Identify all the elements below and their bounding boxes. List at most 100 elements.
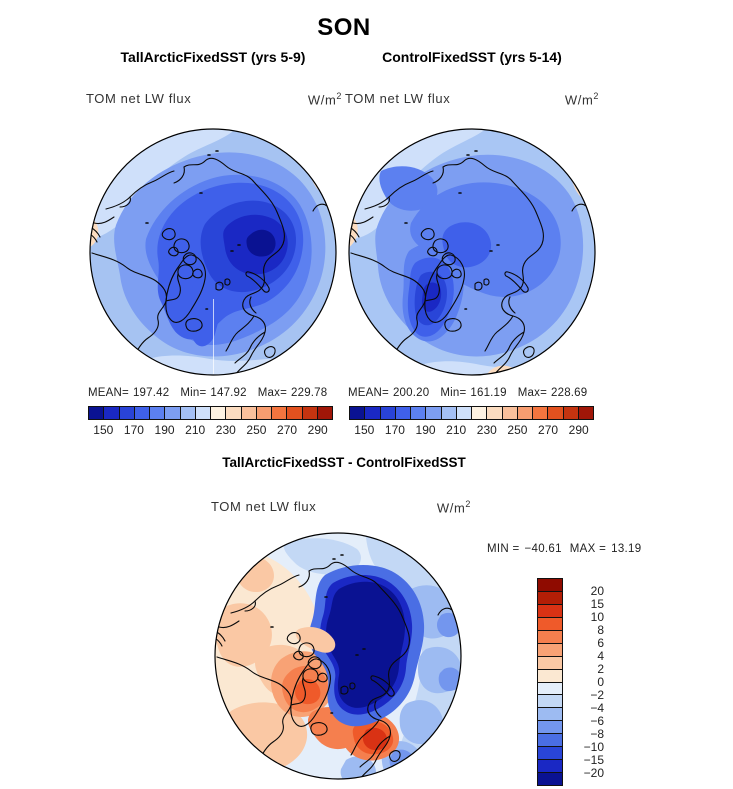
colorbar-segment xyxy=(241,407,257,419)
colorbar-segment xyxy=(395,407,411,419)
colorbar-segment xyxy=(538,579,562,592)
colorbar-tick-label: 170 xyxy=(123,423,144,437)
stats-difference: MIN = −40.61 MAX = 13.19 xyxy=(487,543,641,555)
min-value: 161.19 xyxy=(470,387,507,399)
colorbar-difference: 20 15 10 8 6 4 2 0 −2 −4 −6 −8 −10 −15 −20 xyxy=(537,578,604,786)
colorbar-tick-label: 8 xyxy=(597,623,604,637)
colorbar-segment xyxy=(472,407,488,419)
colorbar-segment xyxy=(538,734,562,748)
max-label: Max= xyxy=(517,387,547,399)
colorbar-segment xyxy=(441,407,457,419)
max-value: 228.69 xyxy=(551,387,588,399)
colorbar-tick-label: 230 xyxy=(476,423,497,437)
field-label: TOM net LW flux xyxy=(345,91,451,106)
mean-value: 197.42 xyxy=(132,387,170,399)
colorbar-tick-labels: 150 170 190 210 230 250 270 290 xyxy=(349,420,594,437)
colorbar-segment xyxy=(134,407,150,419)
field-row-control: TOM net LW flux W/m2 xyxy=(345,91,599,107)
colorbar-segment xyxy=(287,407,303,419)
stats-tallarctic: MEAN= 197.42 Min= 147.92 Max= 229.78 xyxy=(88,387,327,399)
min-value: 147.92 xyxy=(210,387,247,399)
mean-label: MEAN= xyxy=(88,387,129,399)
colorbar-segment xyxy=(317,407,332,419)
colorbar-tick-label: 190 xyxy=(415,423,436,437)
field-label: TOM net LW flux xyxy=(86,91,192,106)
min-label: MIN = xyxy=(487,543,520,555)
panel-title-difference: TallArcticFixedSST - ControlFixedSST xyxy=(222,455,466,470)
colorbar-segment xyxy=(256,407,272,419)
units-label: W/m2 xyxy=(564,91,599,108)
contour-shading-difference xyxy=(215,533,461,779)
colorbar-segment xyxy=(150,407,166,419)
min-label: Min= xyxy=(440,387,467,399)
panel-title-control: ControlFixedSST (yrs 5-14) xyxy=(382,49,562,65)
colorbar-segment xyxy=(538,682,562,696)
colorbar-tick-label: 15 xyxy=(590,597,604,611)
colorbar-tick-label: 150 xyxy=(354,423,375,437)
colorbar-segment xyxy=(272,407,288,419)
colorbar-tick-label: −20 xyxy=(583,766,604,780)
units-label: W/m2 xyxy=(307,91,342,108)
colorbar-tick-label: 150 xyxy=(93,423,114,437)
colorbar-segment xyxy=(211,407,227,419)
field-label: TOM net LW flux xyxy=(211,499,317,514)
colorbar-tick-label: 250 xyxy=(246,423,267,437)
panel-title-tallarctic: TallArcticFixedSST (yrs 5-9) xyxy=(120,49,306,65)
colorbar-segment xyxy=(538,773,562,785)
colorbar-tick-label: −4 xyxy=(590,701,604,715)
colorbar-tick-label: 270 xyxy=(538,423,559,437)
colorbar-segment xyxy=(538,630,562,644)
contour-shading-control xyxy=(349,129,595,375)
map-difference xyxy=(214,532,462,780)
colorbar-segment xyxy=(538,643,562,657)
colorbar-tick-label: −6 xyxy=(590,714,604,728)
map-circle-outline xyxy=(214,532,462,780)
colorbar-segments xyxy=(88,406,333,420)
colorbar-tick-label: 10 xyxy=(590,610,604,624)
colorbar-segment xyxy=(563,407,579,419)
colorbar-segment xyxy=(538,721,562,735)
colorbar-tick-label: 0 xyxy=(597,675,604,689)
colorbar-segment xyxy=(456,407,472,419)
colorbar-segment xyxy=(380,407,396,419)
colorbar-segment xyxy=(538,747,562,761)
max-label: Max= xyxy=(257,387,287,399)
stats-control: MEAN= 200.20 Min= 161.19 Max= 228.69 xyxy=(348,387,587,399)
colorbar-segment xyxy=(302,407,318,419)
colorbar-segment xyxy=(226,407,242,419)
colorbar-segment xyxy=(165,407,181,419)
colorbar-segment xyxy=(538,604,562,618)
min-value: −40.61 xyxy=(524,543,562,555)
colorbar-segment xyxy=(487,407,503,419)
colorbar-tick-label: 210 xyxy=(446,423,467,437)
colorbar-segment xyxy=(578,407,593,419)
colorbar-control: 150 170 190 210 230 250 270 290 xyxy=(349,406,594,437)
colorbar-tick-label: 190 xyxy=(154,423,175,437)
colorbar-segment xyxy=(538,656,562,670)
colorbar-segment xyxy=(119,407,135,419)
map-circle-outline xyxy=(348,128,596,376)
colorbar-tick-label: 2 xyxy=(597,662,604,676)
map-control xyxy=(348,128,596,376)
colorbar-segment xyxy=(548,407,564,419)
colorbar-segment xyxy=(195,407,211,419)
map-circle-outline xyxy=(89,128,337,376)
colorbar-tick-label: 210 xyxy=(185,423,206,437)
colorbar-tick-label: −10 xyxy=(583,740,604,754)
colorbar-segment xyxy=(538,708,562,722)
colorbar-segment xyxy=(350,407,366,419)
colorbar-tick-label: −8 xyxy=(590,727,604,741)
colorbar-tick-label: −2 xyxy=(590,688,604,702)
colorbar-tick-label: −15 xyxy=(583,753,604,767)
colorbar-tick-label: 20 xyxy=(590,584,604,598)
max-label: MAX = xyxy=(569,543,607,555)
colorbar-tick-label: 290 xyxy=(568,423,589,437)
colorbar-tick-label: 6 xyxy=(597,636,604,650)
units-label: W/m2 xyxy=(436,499,471,516)
field-row-tallarctic: TOM net LW flux W/m2 xyxy=(86,91,342,107)
colorbar-segment xyxy=(180,407,196,419)
colorbar-segment xyxy=(89,407,105,419)
mean-value: 200.20 xyxy=(392,387,430,399)
colorbar-tick-label: 290 xyxy=(307,423,328,437)
